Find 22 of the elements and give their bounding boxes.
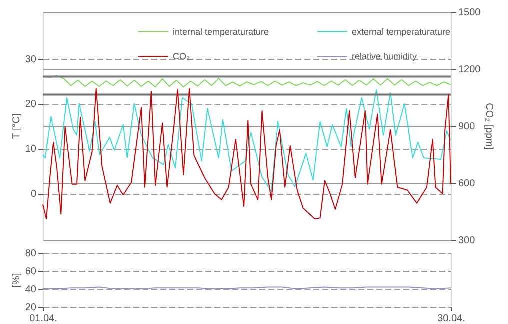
y-tick-label: 30	[25, 54, 37, 66]
y-tick-label: 40	[25, 284, 37, 296]
y-tick-label: 60	[25, 266, 37, 278]
y2-tick-label: 300	[458, 236, 476, 246]
x-tick-label: 01.04.	[30, 314, 58, 324]
y-tick-label: 10	[25, 144, 37, 156]
y2-tick-label: 1200	[458, 64, 482, 76]
legend-label: external temperaturature	[352, 26, 451, 37]
y-axis-title: T [°C]	[11, 114, 22, 140]
y2-axis-title: CO₂ [ppm]	[484, 103, 495, 150]
y-axis-title: [%]	[11, 273, 22, 288]
legend-label: relative humidity	[352, 52, 418, 62]
y2-tick-label: 900	[458, 122, 476, 132]
y-tick-label: 20	[25, 99, 37, 110]
x-tick-label: 30.04.	[438, 314, 466, 324]
y-tick-label: 80	[25, 248, 37, 260]
y2-tick-label: 1500	[458, 8, 482, 18]
y-tick-label: 0	[30, 189, 37, 200]
y-tick-label: 20	[25, 302, 37, 314]
y2-tick-label: 600	[458, 178, 476, 190]
legend-label: CO₂	[173, 52, 190, 62]
legend-label: internal temperaturature	[173, 26, 270, 37]
